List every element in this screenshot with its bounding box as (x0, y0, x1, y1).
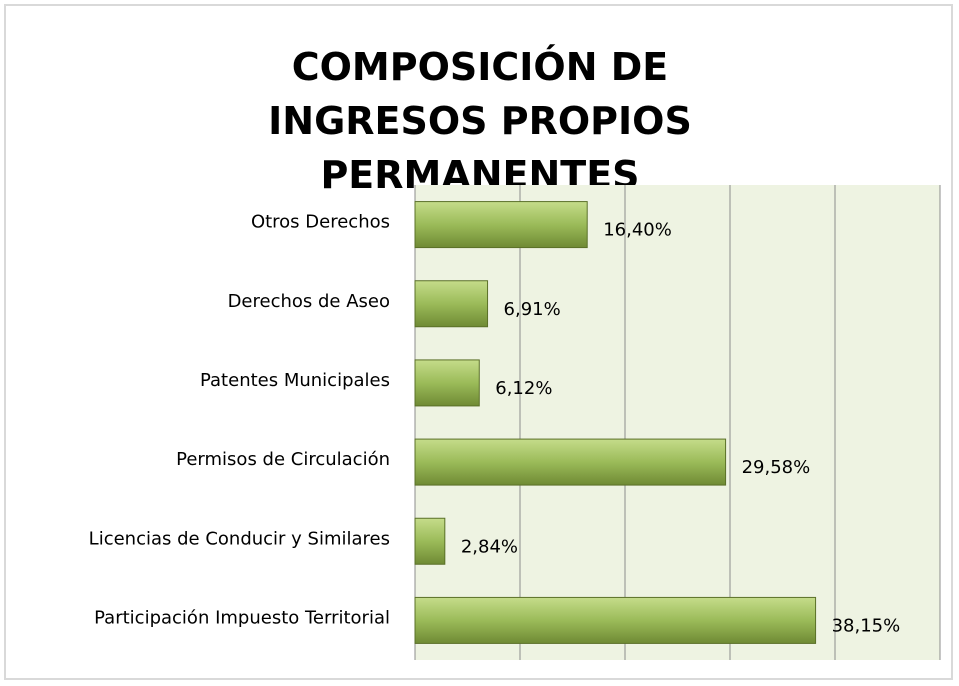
y-tick-label: Otros Derechos (251, 212, 390, 233)
chart-border (4, 4, 953, 680)
y-tick-label: Participación Impuesto Territorial (94, 607, 390, 628)
bar (414, 359, 480, 407)
bar (414, 438, 727, 486)
data-label: 6,91% (504, 299, 561, 320)
y-tick-label: Licencias de Conducir y Similares (89, 528, 390, 549)
data-label: 29,58% (742, 457, 811, 478)
plot-area (415, 185, 940, 660)
data-label: 38,15% (832, 615, 901, 636)
bar (414, 517, 446, 565)
data-label: 2,84% (461, 536, 518, 557)
bar (414, 280, 489, 328)
data-label: 6,12% (495, 378, 552, 399)
bar (414, 596, 817, 644)
y-tick-label: Derechos de Aseo (228, 291, 390, 312)
data-label: 16,40% (603, 220, 672, 241)
bar (414, 201, 588, 249)
y-tick-label: Patentes Municipales (200, 370, 390, 391)
y-tick-label: Permisos de Circulación (176, 449, 390, 470)
